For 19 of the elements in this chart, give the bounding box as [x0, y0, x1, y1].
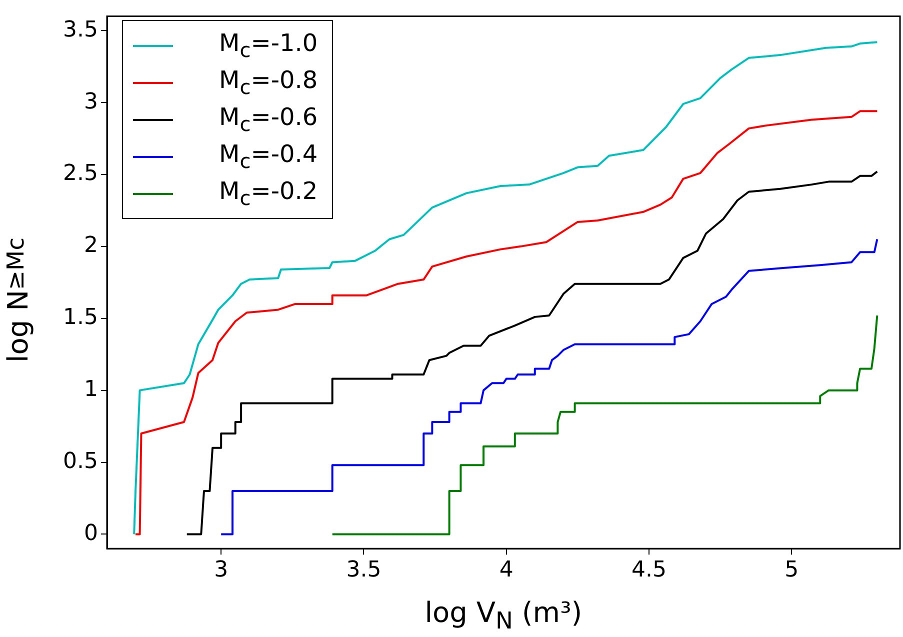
y-tick-label: 1: [84, 377, 98, 402]
x-tick-label: 3: [214, 558, 228, 583]
y-tick-label: 3: [84, 89, 98, 114]
x-tick-label: 3.5: [346, 558, 382, 583]
x-tick-label: 4: [499, 558, 514, 583]
legend-label: M$_{c}$=-0.6: [219, 103, 318, 136]
y-tick-label: 2: [84, 233, 98, 258]
x-axis-title: log V$_{N}$ (m³): [424, 596, 584, 635]
y-tick-label: 1.5: [63, 305, 98, 330]
legend-label: M$_{c}$=-0.4: [219, 140, 318, 173]
y-tick-label: 0.5: [63, 448, 98, 474]
y-tick-label: 0: [84, 520, 98, 546]
legend-label: M$_{c}$=-0.8: [219, 66, 318, 99]
y-tick-label: 2.5: [63, 161, 98, 186]
legend-label: M$_{c}$=-1.0: [219, 29, 318, 62]
x-tick-label: 4.5: [631, 558, 666, 583]
x-tick-label: 5: [784, 558, 799, 583]
legend-label: M$_{c}$=-0.2: [219, 177, 318, 210]
y-tick-label: 3.5: [63, 17, 98, 42]
